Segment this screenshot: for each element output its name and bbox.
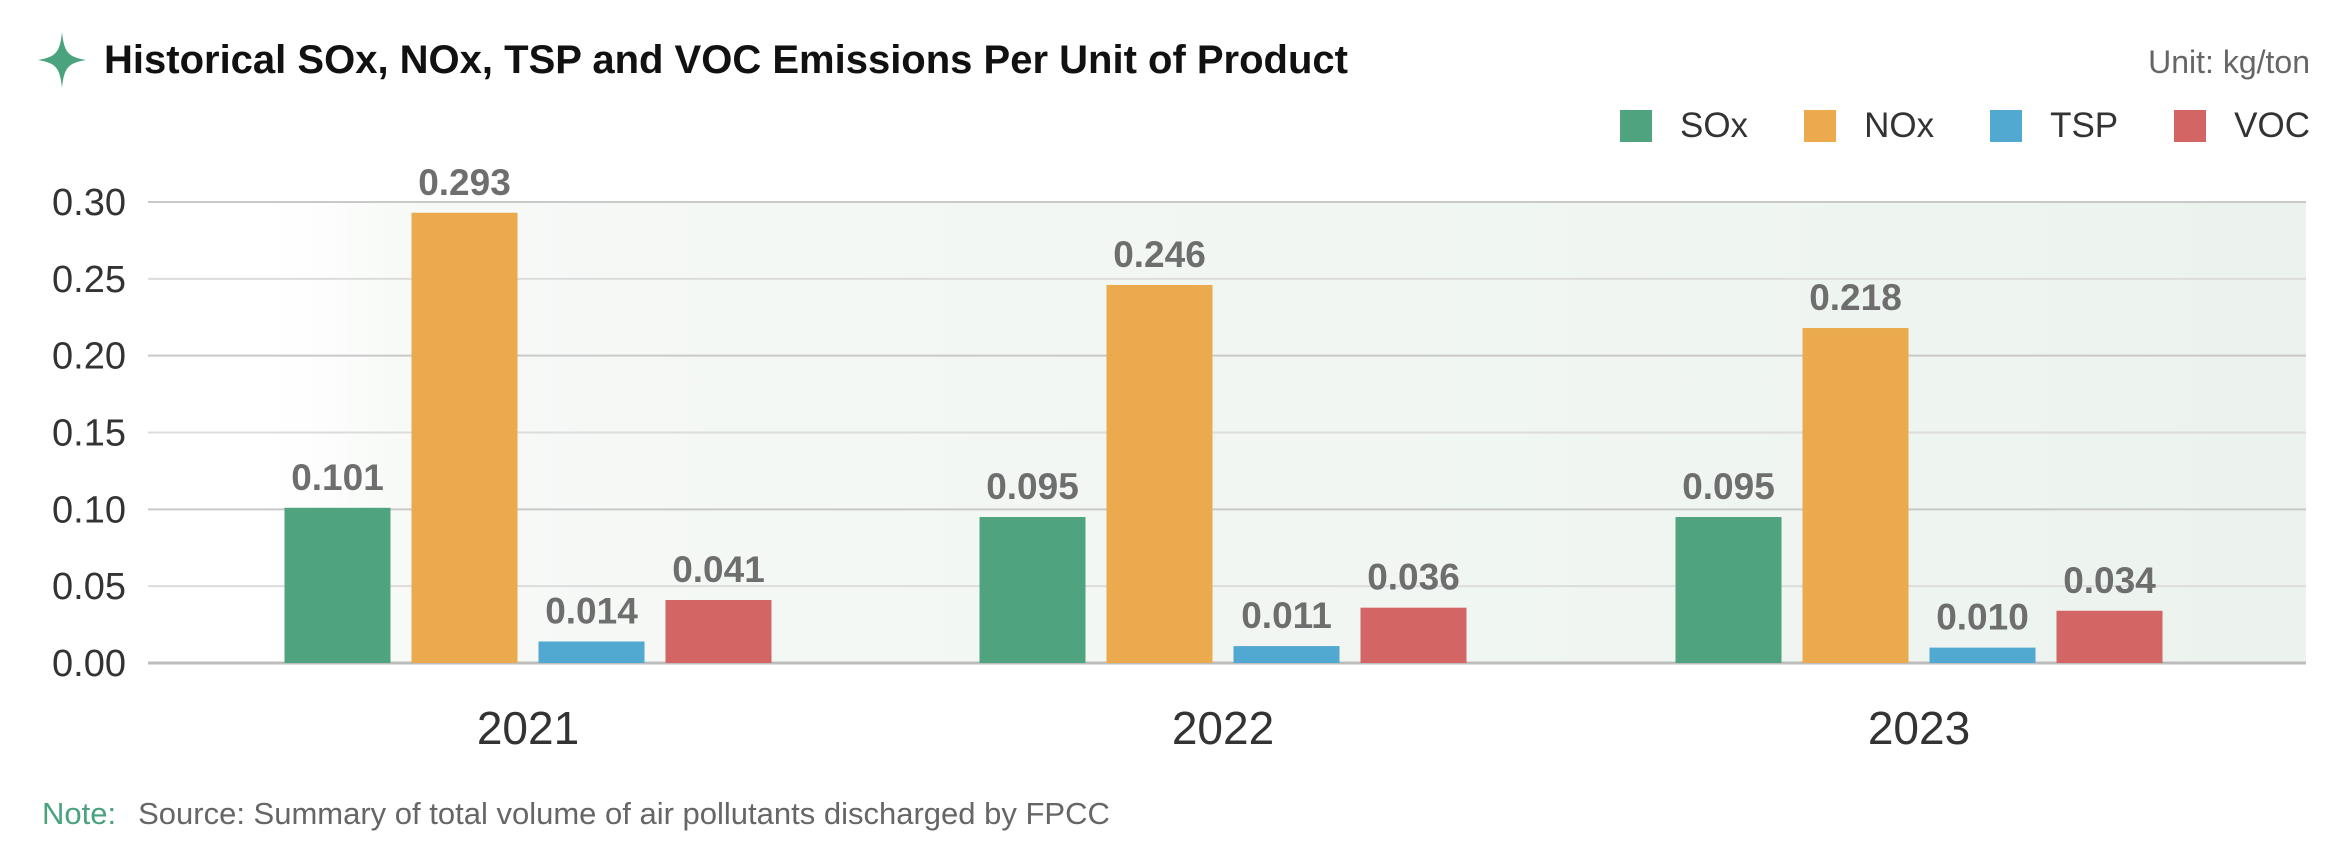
data-label: 0.036	[1367, 557, 1460, 598]
bar-nox-2023	[1802, 328, 1909, 663]
y-tick-label: 0.00	[52, 643, 126, 685]
bar-tsp-2022	[1233, 646, 1340, 663]
legend-label: VOC	[2234, 106, 2310, 145]
legend-label: NOx	[1864, 106, 1935, 145]
legend-item-tsp: TSP	[1990, 106, 2118, 146]
unit-label: Unit: kg/ton	[2148, 44, 2310, 80]
data-label: 0.218	[1809, 277, 1902, 318]
y-tick-label: 0.30	[52, 182, 126, 224]
bar-sox-2021	[284, 507, 391, 663]
legend-label: SOx	[1679, 106, 1749, 145]
bar-voc-2023	[2056, 610, 2163, 663]
data-label: 0.034	[2063, 560, 2156, 601]
y-tick-label: 0.05	[52, 566, 126, 608]
note-text: Source: Summary of total volume of air p…	[138, 796, 1110, 831]
x-tick-label: 2023	[1868, 702, 1970, 754]
legend-swatch	[2174, 110, 2207, 142]
chart-legend: SOx NOx TSP VOC	[1619, 106, 2310, 146]
y-tick-label: 0.25	[52, 259, 126, 301]
legend-swatch	[1619, 110, 1652, 142]
x-tick-label: 2022	[1172, 702, 1274, 754]
bar-nox-2022	[1106, 284, 1213, 663]
bar-voc-2022	[1360, 607, 1467, 663]
note-label: Note:	[42, 796, 117, 831]
bar-tsp-2021	[538, 641, 645, 663]
legend-swatch	[1804, 110, 1837, 142]
sparkle-star-icon	[38, 32, 86, 88]
data-label: 0.011	[1241, 595, 1332, 636]
chart-title: Historical SOx, NOx, TSP and VOC Emissio…	[104, 37, 1348, 82]
legend-label: TSP	[2050, 106, 2119, 145]
data-label: 0.041	[672, 549, 765, 590]
legend-item-nox: NOx	[1804, 106, 1934, 146]
data-label: 0.095	[1682, 466, 1775, 507]
bar-tsp-2023	[1929, 647, 2036, 663]
y-tick-label: 0.15	[52, 413, 126, 455]
data-label: 0.246	[1113, 234, 1206, 275]
chart-header: Historical SOx, NOx, TSP and VOC Emissio…	[36, 30, 1348, 90]
data-label: 0.095	[986, 466, 1079, 507]
bar-sox-2022	[979, 517, 1086, 663]
data-label: 0.014	[545, 590, 638, 631]
y-tick-label: 0.20	[52, 336, 126, 378]
data-label: 0.101	[291, 457, 384, 498]
bar-chart: 0.00 0.05 0.10 0.15 0.20 0.25 0.30 0.101 0.293 0.…	[52, 162, 2306, 754]
legend-item-voc: VOC	[2174, 106, 2310, 146]
x-tick-label: 2021	[477, 702, 579, 754]
bar-sox-2023	[1675, 517, 1782, 663]
data-label: 0.293	[418, 162, 511, 203]
bar-nox-2021	[411, 212, 518, 664]
bar-voc-2021	[665, 599, 772, 663]
legend-item-sox: SOx	[1619, 106, 1749, 146]
y-tick-label: 0.10	[52, 489, 126, 531]
source-note: Note: Source: Summary of total volume of …	[42, 796, 1110, 832]
legend-swatch	[1990, 110, 2023, 142]
data-label: 0.010	[1936, 597, 2029, 638]
